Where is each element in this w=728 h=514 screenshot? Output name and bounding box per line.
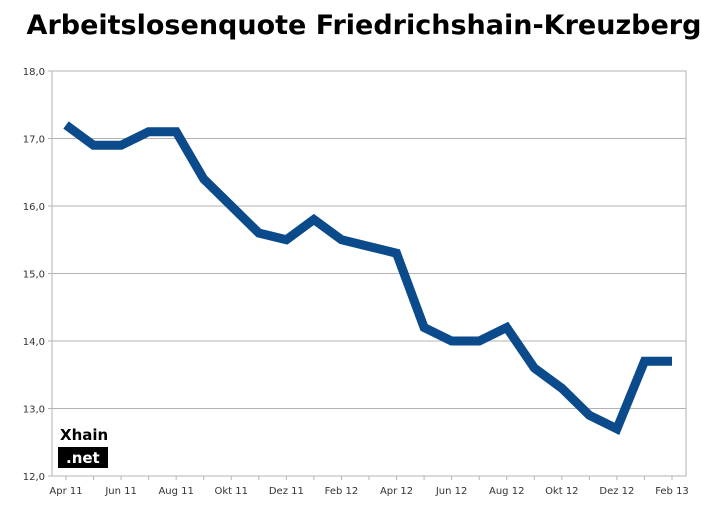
- logo-box: [58, 447, 108, 468]
- x-tick-label: Okt 12: [545, 486, 579, 497]
- x-tick-label: Aug 11: [158, 486, 193, 497]
- y-tick-label: 13,0: [23, 405, 45, 416]
- y-tick-label: 16,0: [23, 202, 45, 213]
- chart-title: Arbeitslosenquote Friedrichshain-Kreuzbe…: [26, 10, 702, 41]
- y-tick-label: 17,0: [23, 135, 45, 146]
- x-tick-label: Jun 12: [435, 486, 468, 497]
- x-tick-label: Apr 12: [380, 486, 413, 497]
- xhain-logo: Xhain .net: [58, 426, 108, 468]
- x-tick-label: Dez 11: [269, 486, 304, 497]
- y-tick-label: 14,0: [23, 337, 45, 348]
- x-tick-label: Apr 11: [49, 486, 82, 497]
- x-tick-label: Feb 12: [325, 486, 359, 497]
- y-tick-label: 18,0: [23, 67, 45, 78]
- x-tick-label: Dez 12: [599, 486, 634, 497]
- x-axis: Apr 11 Jun 11 Aug 11 Okt 11 Dez 11 Feb 12 Apr …: [49, 476, 689, 497]
- x-tick-label: Aug 12: [489, 486, 524, 497]
- y-tick-label: 15,0: [23, 270, 45, 281]
- gridlines: [52, 138, 686, 409]
- series-line: [63, 121, 672, 435]
- y-tick-label: 12,0: [23, 472, 45, 483]
- x-tick-label: Jun 11: [104, 486, 137, 497]
- x-tick-label: Okt 11: [215, 486, 249, 497]
- y-axis: 12,0 13,0 14,0 15,0 16,0 17,0 18,0: [23, 67, 52, 483]
- logo-text-bottom: .net: [66, 449, 100, 467]
- x-tick-label: Feb 13: [655, 486, 689, 497]
- logo-text-top: Xhain: [60, 426, 108, 444]
